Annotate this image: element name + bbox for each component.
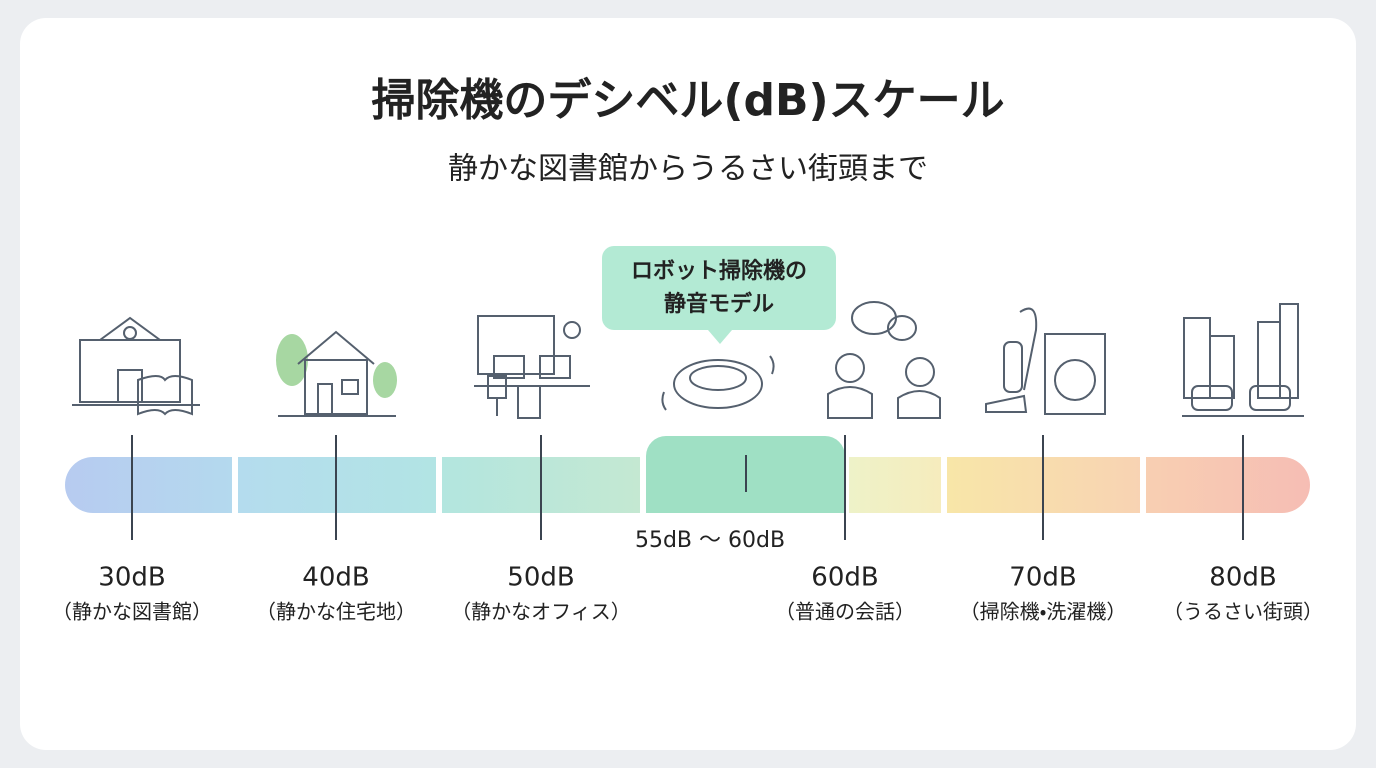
- callout-text: 静音モデル: [664, 291, 774, 317]
- callout: ロボット掃除機の 静音モデル: [602, 246, 836, 344]
- level-label: 70dB: [1009, 563, 1076, 593]
- level-label: 80dB: [1209, 563, 1276, 593]
- level-label: 30dB: [98, 563, 165, 593]
- title: 掃除機のデシベル(dB)スケール: [371, 75, 1004, 126]
- icon-house: [276, 330, 397, 417]
- card: [20, 18, 1356, 750]
- icon-office: [474, 315, 590, 419]
- icon-library: [72, 316, 200, 416]
- level-label: 50dB: [507, 563, 574, 593]
- level-label: 60dB: [811, 563, 878, 593]
- subtitle: 静かな図書館からうるさい街頭まで: [448, 152, 928, 187]
- icon-appliances: [985, 307, 1106, 415]
- level-caption: （静かな住宅地）: [256, 600, 416, 624]
- level-caption: （普通の会話）: [775, 600, 915, 624]
- icon-robot-vacuum: [661, 355, 775, 411]
- level-caption: （うるさい街頭）: [1163, 600, 1323, 624]
- levels: 30dB （静かな図書館） 40dB （静かな住宅地） 50dB （静かなオフィス） 60d…: [52, 435, 1323, 624]
- icon-city: [1182, 303, 1304, 417]
- level-caption: （静かなオフィス）: [451, 600, 631, 624]
- level-caption: （掃除機・洗濯機）: [960, 600, 1127, 624]
- range-label: 55dB 〜 60dB: [635, 528, 785, 553]
- icon-conversation: [827, 301, 941, 419]
- level-label: 40dB: [302, 563, 369, 593]
- callout-text: ロボット掃除機の: [631, 258, 807, 284]
- level-caption: （静かな図書館）: [52, 600, 212, 624]
